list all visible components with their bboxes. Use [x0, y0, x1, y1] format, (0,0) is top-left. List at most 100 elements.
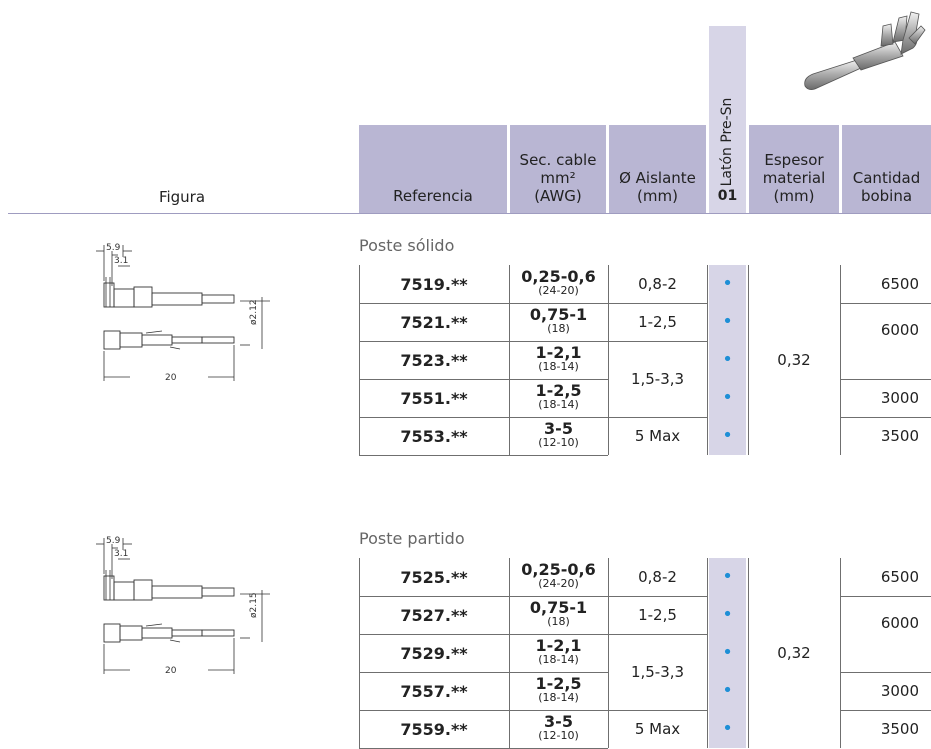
section-mm2: 0,25-0,6 [521, 267, 596, 286]
grid-hline [840, 379, 931, 380]
grid-hline [359, 341, 509, 342]
grid-vline [608, 265, 609, 455]
reference-cell: 7523.** [400, 350, 468, 370]
section-awg: (18-14) [538, 653, 579, 666]
dimension-label: 20 [165, 373, 177, 383]
laton-dot: • [722, 349, 733, 370]
section-cable-cell: 0,75-1 (18) [509, 303, 608, 341]
header-laton: Latón Pre-Sn 01 [709, 26, 746, 213]
drawing-outline [201, 336, 235, 344]
espesor-cell: 0,32 [777, 351, 811, 369]
section-title: Poste partido [359, 529, 465, 548]
drawing-outline [113, 288, 135, 308]
laton-dot: • [722, 680, 733, 701]
dimension-label: ø2.12 [249, 299, 259, 325]
section-cable-cell: 0,75-1 (18) [509, 596, 608, 634]
grid-hline [359, 596, 509, 597]
grid-hline [359, 672, 509, 673]
section-mm2: 1-2,5 [535, 674, 582, 693]
section-mm2: 3-5 [544, 419, 573, 438]
grid-hline [840, 672, 931, 673]
section-cable-cell: 3-5 (12-10) [509, 417, 608, 455]
section-awg: (18) [547, 322, 570, 335]
cantidad-cell-merged: 6000 [880, 321, 919, 339]
header-cantidad: Cantidad bobina [842, 125, 931, 213]
laton-dot: • [722, 387, 733, 408]
cantidad-cell-merged: 6000 [880, 614, 919, 632]
drawing-outline [141, 627, 173, 639]
dimension-label: 5.9 [106, 536, 121, 546]
drawing-outline [171, 336, 203, 344]
grid-vline [359, 558, 360, 748]
section-awg: (24-20) [538, 577, 579, 590]
section-cable-cell: 1-2,5 (18-14) [509, 379, 608, 417]
section-awg: (24-20) [538, 284, 579, 297]
espesor-cell: 0,32 [777, 644, 811, 662]
header-aislante: Ø Aislante (mm) [609, 125, 706, 213]
grid-hline [509, 672, 608, 673]
header-sec-cable: Sec. cable mm² (AWG) [510, 125, 606, 213]
drawing-outline [151, 585, 203, 599]
dimension-label: 3.1 [114, 256, 128, 266]
section-cable-cell: 3-5 (12-10) [509, 710, 608, 748]
grid-hline [608, 417, 707, 418]
grid-hline [359, 634, 509, 635]
laton-dot: • [722, 604, 733, 625]
aislante-cell: 5 Max [634, 427, 681, 445]
section-awg: (12-10) [538, 436, 579, 449]
header-laton-code: 01 [717, 188, 738, 204]
drawing-outline [103, 623, 121, 643]
section-mm2: 1-2,5 [535, 381, 582, 400]
reference-cell: 7519.** [400, 274, 468, 294]
reference-cell: 7521.** [400, 312, 468, 332]
drawing-line [169, 346, 181, 350]
dimension-label: 3.1 [114, 549, 128, 559]
terminal-technical-drawing: 5.9 3.1 ø2.15 20 [96, 536, 270, 676]
reference-cell: 7525.** [400, 567, 468, 587]
laton-dot: • [722, 718, 733, 739]
drawing-outline [201, 587, 235, 597]
section-awg: (18-14) [538, 398, 579, 411]
header-divider [8, 213, 931, 214]
grid-hline [608, 596, 707, 597]
reference-cell: 7553.** [400, 426, 468, 446]
cantidad-cell: 3500 [880, 427, 919, 445]
grid-hline [509, 341, 608, 342]
grid-vline [707, 558, 708, 748]
cantidad-cell: 3000 [880, 682, 919, 700]
reference-cell: 7559.** [400, 719, 468, 739]
laton-dot: • [722, 566, 733, 587]
grid-vline [509, 265, 510, 455]
grid-vline [748, 558, 749, 748]
header-referencia: Referencia [359, 125, 507, 213]
aislante-cell: 5 Max [634, 720, 681, 738]
section-mm2: 1-2,1 [535, 636, 582, 655]
grid-hline [509, 710, 608, 711]
grid-vline [748, 265, 749, 455]
section-mm2: 0,75-1 [529, 305, 588, 324]
drawing-outline [201, 294, 235, 304]
grid-hline [359, 455, 509, 456]
section-awg: (18-14) [538, 360, 579, 373]
aislante-cell: 0,8-2 [638, 568, 677, 586]
aislante-cell: 0,8-2 [638, 275, 677, 293]
grid-hline [509, 455, 608, 456]
section-cable-cell: 1-2,1 (18-14) [509, 634, 608, 672]
drawing-line [145, 623, 163, 627]
laton-dot: • [722, 273, 733, 294]
grid-hline [608, 710, 707, 711]
drawing-outline [119, 625, 143, 641]
grid-hline [359, 710, 509, 711]
drawing-outline [141, 334, 173, 346]
grid-hline [840, 596, 931, 597]
header-espesor: Espesor material (mm) [749, 125, 839, 213]
grid-hline [359, 379, 509, 380]
terminal-technical-drawing: 5.9 3.1 ø2.12 20 [96, 243, 270, 383]
cantidad-cell: 3000 [880, 389, 919, 407]
grid-vline [608, 558, 609, 748]
dimension-label: ø2.15 [249, 592, 259, 618]
laton-dot: • [722, 425, 733, 446]
section-mm2: 1-2,1 [535, 343, 582, 362]
drawing-outline [151, 292, 203, 306]
aislante-cell: 1,5-3,3 [630, 370, 685, 388]
